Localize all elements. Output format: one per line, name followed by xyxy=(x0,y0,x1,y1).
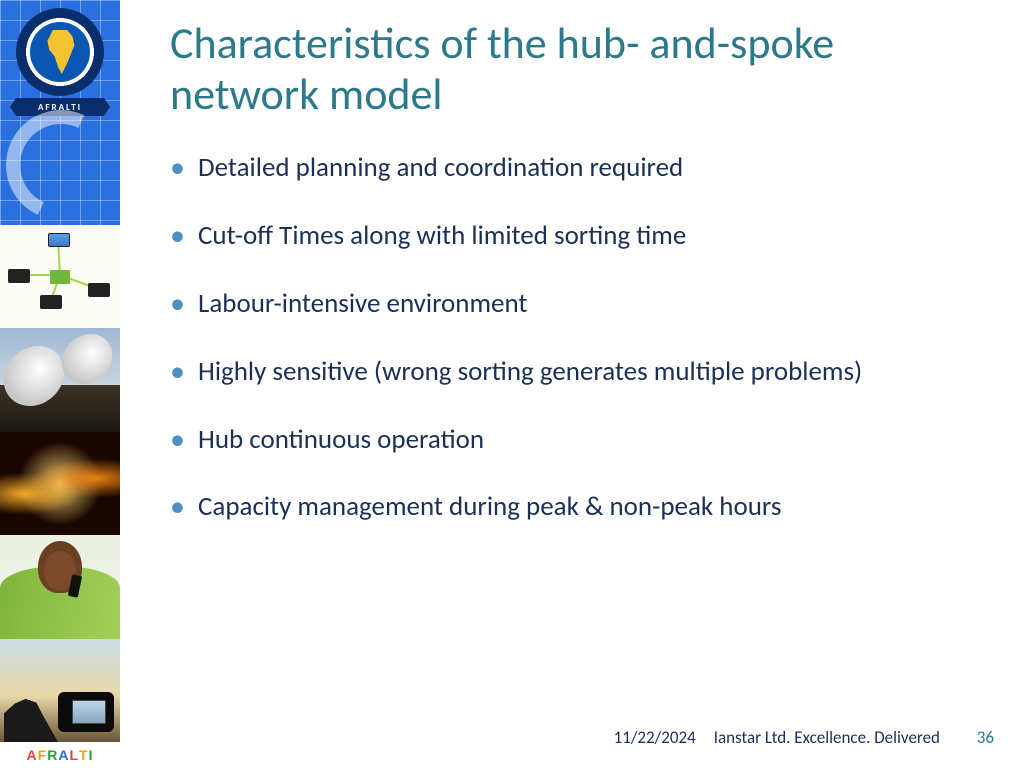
hub-icon xyxy=(50,270,70,284)
africa-shape-icon xyxy=(42,30,78,74)
sidebar-brand: AFRALTI xyxy=(0,742,120,768)
monitor-icon xyxy=(48,233,70,247)
list-item: Detailed planning and coordination requi… xyxy=(198,147,974,189)
thumb-fiber-icon xyxy=(0,432,120,535)
list-item: Hub continuous operation xyxy=(198,419,974,461)
list-item: Highly sensitive (wrong sorting generate… xyxy=(198,351,974,393)
camera-screen-icon xyxy=(72,700,106,724)
thumb-network-icon xyxy=(0,225,120,328)
list-item: Labour-intensive environment xyxy=(198,283,974,325)
globe-icon xyxy=(30,22,90,82)
logo-tile: AFRALTI xyxy=(0,0,120,225)
thumb-satellite-icon xyxy=(0,328,120,431)
thumb-camera-icon xyxy=(0,639,120,742)
dish-icon xyxy=(62,331,112,387)
sidebar: AFRALTI xyxy=(0,0,120,768)
bullet-list: Detailed planning and coordination requi… xyxy=(170,147,974,528)
laptop-icon xyxy=(40,295,62,309)
footer-org: Ianstar Ltd. Excellence. Delivered xyxy=(714,727,940,748)
fiber-glow-icon xyxy=(0,432,120,535)
laptop-icon xyxy=(8,269,30,283)
hand-icon xyxy=(4,694,58,742)
thumb-person-icon xyxy=(0,535,120,638)
main-content: Characteristics of the hub- and-spoke ne… xyxy=(120,0,1024,768)
laptop-icon xyxy=(88,283,110,297)
list-item: Cut-off Times along with limited sorting… xyxy=(198,215,974,257)
footer-date: 11/22/2024 xyxy=(614,727,696,748)
page-number: 36 xyxy=(958,727,994,748)
dish-icon xyxy=(4,343,65,411)
slide: AFRALTI xyxy=(0,0,1024,768)
slide-title: Characteristics of the hub- and-spoke ne… xyxy=(170,18,974,119)
logo-ring-icon xyxy=(16,8,104,96)
list-item: Capacity management during peak & non-pe… xyxy=(198,486,974,528)
slide-footer: 11/22/2024 Ianstar Ltd. Excellence. Deli… xyxy=(120,727,1024,748)
